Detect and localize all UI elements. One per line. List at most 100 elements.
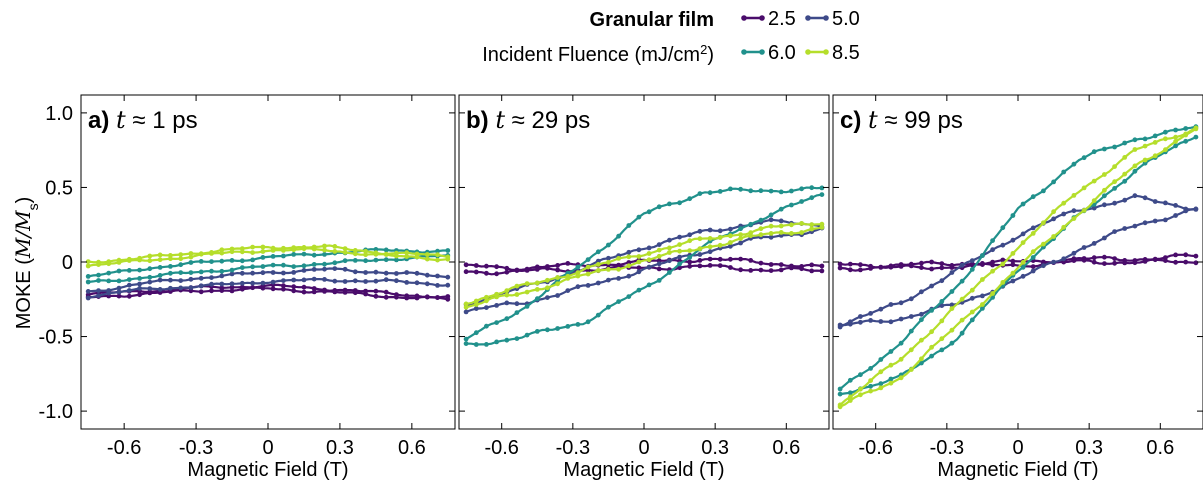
data-point bbox=[504, 316, 510, 322]
data-point bbox=[342, 250, 348, 255]
x-axis-title: Magnetic Field (T) bbox=[937, 459, 1098, 481]
data-point bbox=[1122, 197, 1128, 203]
data-point bbox=[949, 327, 955, 333]
y-axis-title-sub: s bbox=[25, 203, 41, 210]
data-point bbox=[363, 252, 368, 258]
data-point bbox=[291, 247, 297, 253]
data-point bbox=[126, 258, 132, 263]
data-point bbox=[1132, 137, 1138, 143]
data-point bbox=[383, 294, 389, 300]
data-point bbox=[445, 248, 451, 253]
data-point bbox=[524, 268, 530, 273]
data-point bbox=[126, 282, 132, 288]
data-point bbox=[595, 268, 601, 273]
data-point bbox=[939, 347, 945, 353]
data-point bbox=[383, 252, 389, 257]
data-point bbox=[819, 263, 825, 269]
data-point bbox=[646, 264, 652, 270]
data-point bbox=[1051, 259, 1056, 265]
data-point bbox=[311, 276, 317, 282]
data-point bbox=[868, 388, 873, 394]
data-point bbox=[178, 285, 184, 291]
data-point bbox=[738, 232, 743, 238]
data-point bbox=[667, 201, 672, 207]
data-point bbox=[157, 277, 163, 283]
data-point bbox=[919, 360, 924, 366]
data-point bbox=[383, 257, 389, 263]
data-point bbox=[1041, 188, 1046, 194]
data-point bbox=[178, 252, 184, 257]
data-point bbox=[157, 287, 163, 292]
data-point bbox=[868, 378, 873, 383]
data-point bbox=[656, 278, 662, 283]
data-point bbox=[1091, 178, 1097, 184]
data-point bbox=[514, 336, 520, 341]
data-point bbox=[738, 236, 743, 241]
data-point bbox=[1173, 259, 1178, 265]
data-point bbox=[799, 221, 804, 226]
data-point bbox=[463, 301, 469, 307]
series-markers-6.0-lower bbox=[463, 192, 825, 347]
legend-swatch-marker bbox=[741, 15, 747, 21]
data-point bbox=[291, 252, 297, 257]
data-point bbox=[778, 218, 784, 224]
data-point bbox=[667, 270, 672, 275]
y-tick-label: 0 bbox=[62, 252, 73, 274]
data-point bbox=[473, 330, 479, 336]
data-point bbox=[789, 188, 794, 194]
data-point bbox=[1030, 264, 1036, 269]
data-point bbox=[768, 188, 774, 194]
data-point bbox=[1112, 144, 1117, 150]
data-point bbox=[878, 306, 884, 312]
data-point bbox=[534, 280, 540, 286]
data-point bbox=[301, 263, 307, 269]
data-point bbox=[819, 268, 825, 274]
data-point bbox=[837, 261, 843, 267]
data-point bbox=[270, 254, 276, 259]
data-point bbox=[178, 270, 184, 275]
data-point bbox=[383, 270, 389, 276]
data-point bbox=[394, 253, 399, 259]
data-point bbox=[311, 246, 317, 252]
data-point bbox=[463, 309, 469, 315]
data-point bbox=[677, 248, 682, 254]
data-point bbox=[463, 341, 469, 346]
data-point bbox=[1010, 251, 1016, 256]
data-point bbox=[1071, 161, 1077, 167]
data-point bbox=[929, 353, 934, 359]
data-point bbox=[504, 300, 510, 306]
data-point bbox=[1000, 280, 1006, 285]
data-point bbox=[1102, 202, 1107, 208]
data-point bbox=[137, 276, 143, 281]
data-point bbox=[291, 264, 297, 269]
data-point bbox=[322, 266, 327, 272]
data-point bbox=[463, 269, 469, 275]
data-point bbox=[147, 253, 153, 259]
data-point bbox=[646, 257, 652, 263]
data-point bbox=[147, 290, 153, 296]
data-point bbox=[209, 275, 214, 280]
data-point bbox=[677, 200, 682, 206]
data-point bbox=[342, 279, 348, 284]
data-point bbox=[1081, 208, 1087, 213]
data-point bbox=[919, 289, 924, 295]
data-point bbox=[126, 268, 132, 273]
data-point bbox=[1000, 242, 1006, 248]
data-point bbox=[847, 261, 853, 267]
data-point bbox=[352, 251, 358, 257]
data-point bbox=[116, 278, 122, 284]
data-point bbox=[352, 258, 358, 263]
data-point bbox=[959, 296, 965, 302]
data-point bbox=[1163, 258, 1168, 263]
data-point bbox=[534, 329, 540, 334]
data-point bbox=[888, 349, 894, 354]
data-point bbox=[1102, 193, 1107, 199]
data-point bbox=[85, 279, 91, 285]
series-markers-6.0-upper bbox=[837, 124, 1199, 392]
data-point bbox=[1193, 260, 1199, 266]
data-point bbox=[1152, 218, 1158, 224]
data-point bbox=[778, 206, 784, 212]
panel-approx: ≈ bbox=[505, 107, 532, 134]
data-point bbox=[260, 285, 266, 291]
data-point bbox=[595, 280, 601, 286]
